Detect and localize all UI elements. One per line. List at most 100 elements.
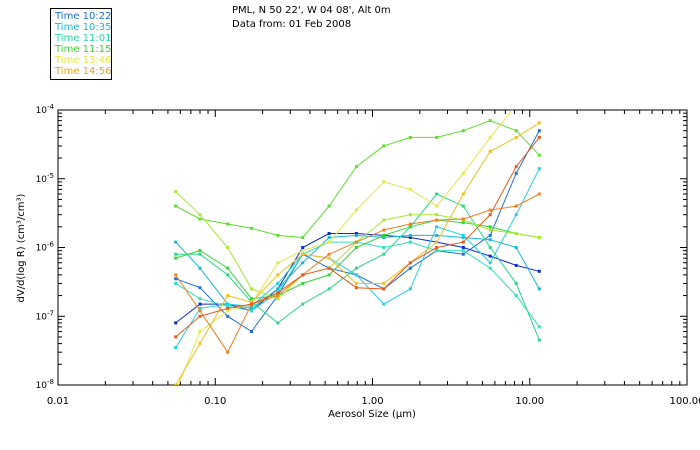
data-point (250, 297, 253, 301)
data-point (514, 263, 518, 267)
data-point (276, 233, 280, 237)
data-point (226, 302, 230, 306)
data-point (354, 281, 358, 285)
data-point (537, 338, 541, 342)
data-point (514, 171, 518, 175)
data-point (354, 208, 358, 212)
data-point (488, 119, 492, 123)
data-point (250, 226, 253, 230)
data-point (301, 252, 305, 256)
data-point (276, 261, 280, 265)
data-point (327, 204, 331, 208)
data-point (354, 232, 358, 235)
data-point (382, 281, 386, 285)
plot-frame (57, 109, 688, 386)
data-point (327, 252, 331, 256)
y-tick-label: 10-6 (36, 241, 55, 254)
data-point (174, 240, 178, 244)
data-point (250, 330, 253, 333)
data-point (435, 249, 439, 253)
data-point (327, 256, 331, 260)
data-point (488, 213, 492, 217)
data-point (301, 281, 305, 285)
data-point (276, 321, 280, 325)
data-point (226, 304, 230, 308)
data-point (537, 192, 541, 196)
data-point (382, 246, 386, 249)
data-point (174, 204, 178, 208)
data-point (435, 192, 439, 196)
data-point (226, 222, 230, 226)
legend-item: Time 10:35 (55, 22, 112, 33)
data-point (250, 306, 253, 310)
data-point (327, 240, 331, 244)
data-point (327, 236, 331, 239)
data-point (488, 238, 492, 242)
data-point (382, 144, 386, 148)
x-tick-label: 0.01 (47, 396, 69, 407)
series-12 (174, 135, 541, 339)
series-7 (174, 119, 541, 239)
series-line (175, 193, 540, 354)
series-3 (174, 167, 541, 350)
data-point (174, 281, 178, 285)
data-point (515, 103, 518, 106)
data-point (198, 213, 202, 217)
data-point (250, 302, 253, 306)
axes-layer: 0.01 0.10 1.00 10.00 100.00 10-8 10-7 10-6 10-5 1… (36, 103, 700, 407)
data-point (408, 135, 412, 139)
data-point (382, 287, 386, 291)
chart-header-date: Data from: 01 Feb 2008 (232, 19, 352, 30)
data-point (408, 287, 412, 291)
data-point (226, 309, 230, 313)
legend-item: Time 13:46 (55, 55, 112, 66)
data-point (174, 190, 178, 194)
data-point (327, 287, 331, 291)
y-tick-label: 10-4 (36, 103, 55, 116)
data-point (198, 309, 202, 313)
data-point (537, 236, 541, 239)
data-point (250, 300, 253, 304)
data-point (488, 266, 492, 270)
data-point (354, 240, 358, 244)
data-point (198, 342, 202, 346)
data-point (538, 95, 541, 98)
data-point (461, 246, 465, 249)
data-point (435, 240, 439, 244)
series-layer (174, 95, 541, 393)
data-point (408, 233, 412, 237)
data-point (198, 252, 202, 256)
legend-item: Time 11:01 (55, 33, 112, 44)
data-point (488, 149, 492, 153)
data-point (537, 129, 541, 133)
data-point (174, 390, 177, 393)
data-point (461, 192, 465, 196)
data-point (382, 302, 386, 306)
data-point (226, 350, 230, 354)
series-11 (174, 192, 541, 354)
data-point (276, 273, 280, 277)
data-point (354, 266, 358, 270)
data-point (514, 135, 518, 139)
data-point (514, 165, 518, 169)
data-point (250, 287, 253, 291)
x-tick-label: 10.00 (515, 396, 544, 407)
data-point (301, 249, 305, 253)
chart-header-location: PML, N 50 22', W 04 08', Alt 0m (232, 5, 391, 16)
data-point (250, 309, 253, 313)
data-point (537, 287, 541, 291)
data-point (488, 225, 492, 229)
data-point (537, 167, 541, 171)
data-point (174, 256, 178, 260)
data-point (174, 383, 178, 385)
data-point (198, 249, 202, 253)
legend: Time 10:22 Time 10:35 Time 11:01 Time 11… (50, 8, 112, 80)
data-point (435, 233, 439, 237)
data-point (408, 213, 412, 217)
data-point (174, 252, 178, 256)
data-point (354, 273, 358, 277)
data-point (198, 266, 202, 270)
y-axis-label: dV/d(log R) (cm³/cm³) (16, 193, 27, 302)
data-point (382, 233, 386, 237)
series-1 (174, 129, 541, 333)
